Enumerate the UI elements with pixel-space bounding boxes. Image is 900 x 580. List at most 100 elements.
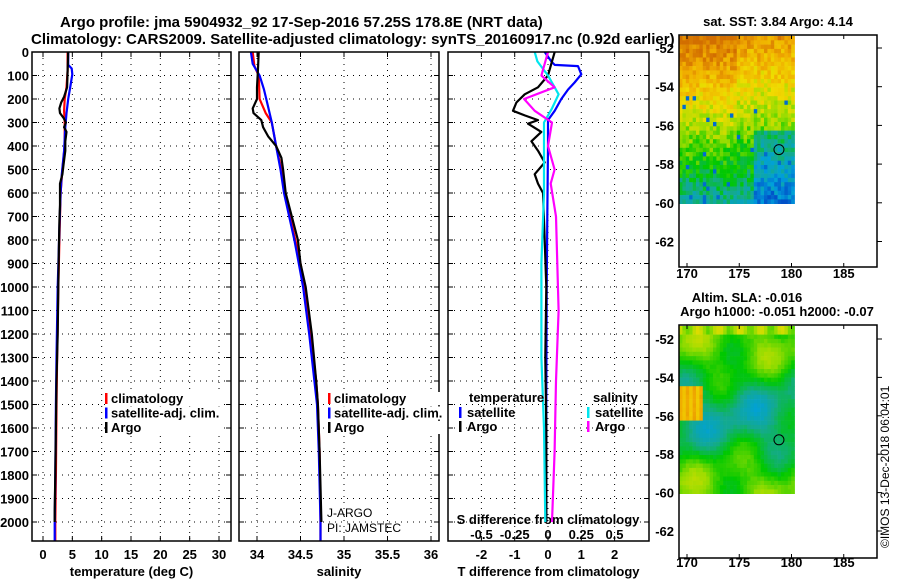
- map-cell: [743, 40, 748, 45]
- map-cell: [692, 96, 697, 101]
- map-cell: [716, 412, 721, 417]
- map-cell: [764, 377, 768, 383]
- map-cell: [743, 165, 748, 170]
- map-cell: [747, 160, 751, 166]
- map-cell: [784, 74, 789, 80]
- lon-tick-label: 175: [728, 555, 750, 570]
- map-cell: [719, 338, 724, 344]
- map-cell: [730, 100, 734, 106]
- map-cell: [774, 147, 778, 153]
- map-cell: [791, 139, 795, 144]
- map-cell: [750, 429, 755, 434]
- map-cell: [750, 169, 755, 174]
- map-cell: [743, 485, 748, 490]
- x-tick-label: 35: [337, 547, 351, 562]
- map-cell: [791, 190, 795, 196]
- map-cell: [716, 489, 721, 494]
- map-cell: [753, 343, 758, 348]
- map-cell: [750, 334, 755, 340]
- map-cell: [709, 199, 714, 204]
- map-cell: [740, 360, 744, 365]
- map-cell: [730, 173, 734, 179]
- map-cell: [750, 139, 755, 144]
- map-cell: [716, 472, 721, 477]
- map-cell: [770, 100, 775, 106]
- map-cell: [692, 156, 697, 161]
- map-cell: [770, 489, 775, 494]
- map-cell: [723, 186, 727, 192]
- map-cell: [719, 134, 724, 140]
- map-cell: [774, 83, 778, 88]
- map-cell: [736, 360, 741, 365]
- map-cell: [730, 369, 734, 374]
- map-cell: [750, 326, 755, 331]
- map-cell: [692, 403, 697, 408]
- map-cell: [706, 369, 710, 374]
- map-cell: [692, 364, 697, 370]
- map-cell: [723, 122, 727, 127]
- map-cell: [730, 489, 734, 494]
- map-cell: [781, 160, 785, 166]
- map-cell: [770, 442, 775, 447]
- map-cell: [774, 139, 778, 144]
- map-cell: [743, 122, 748, 127]
- map-cell: [709, 96, 714, 101]
- map-cell: [777, 66, 782, 71]
- map-cell: [689, 373, 693, 378]
- map-cell: [702, 173, 707, 179]
- map-cell: [719, 407, 724, 413]
- map-cell: [784, 416, 789, 421]
- map-cell: [702, 177, 707, 183]
- map-cell: [791, 113, 795, 118]
- legend-bg: [110, 421, 222, 434]
- map-cell: [689, 390, 693, 396]
- map-cell: [692, 476, 697, 482]
- argo-location-marker: [773, 144, 785, 156]
- map-cell: [723, 152, 727, 157]
- map-cell: [753, 134, 758, 140]
- map-cell: [699, 356, 704, 361]
- map-cell: [770, 407, 775, 413]
- map-cell: [709, 48, 714, 54]
- annotation-pi: PI: JAMSTEC: [327, 521, 401, 535]
- legend-label: satellite-adj. clim.: [334, 406, 442, 421]
- map-cell: [696, 177, 700, 183]
- map-cell: [787, 48, 792, 54]
- map-cell: [743, 373, 748, 378]
- map-cell: [747, 177, 751, 183]
- map-cell: [757, 394, 761, 400]
- map-cell: [696, 480, 700, 486]
- map-cell: [682, 87, 687, 93]
- map-cell: [709, 190, 714, 196]
- map-cell: [774, 169, 778, 174]
- map-cell: [750, 399, 755, 404]
- map-cell: [777, 489, 782, 494]
- map-cell: [696, 139, 700, 144]
- map-cell: [740, 377, 744, 383]
- map-cell: [699, 394, 704, 400]
- map-cell: [719, 356, 724, 361]
- map-cell: [713, 66, 717, 71]
- map-cell: [753, 381, 758, 387]
- map-cell: [702, 459, 707, 464]
- map-cell: [770, 326, 775, 331]
- map-cell: [787, 199, 792, 204]
- map-cell: [709, 394, 714, 400]
- map-cell: [770, 66, 775, 71]
- map-cell: [723, 173, 727, 179]
- map-cell: [692, 134, 697, 140]
- map-cell: [747, 343, 751, 348]
- map-cell: [689, 442, 693, 447]
- map-cell: [767, 57, 772, 63]
- map-cell: [679, 130, 683, 136]
- map-cell: [685, 351, 690, 357]
- map-cell: [770, 104, 775, 110]
- map-cell: [740, 334, 744, 340]
- map-cell: [709, 429, 714, 434]
- map-cell: [719, 390, 724, 396]
- map-cell: [689, 330, 693, 335]
- map-cell: [747, 96, 751, 101]
- map-cell: [791, 156, 795, 161]
- map-cell: [784, 364, 789, 370]
